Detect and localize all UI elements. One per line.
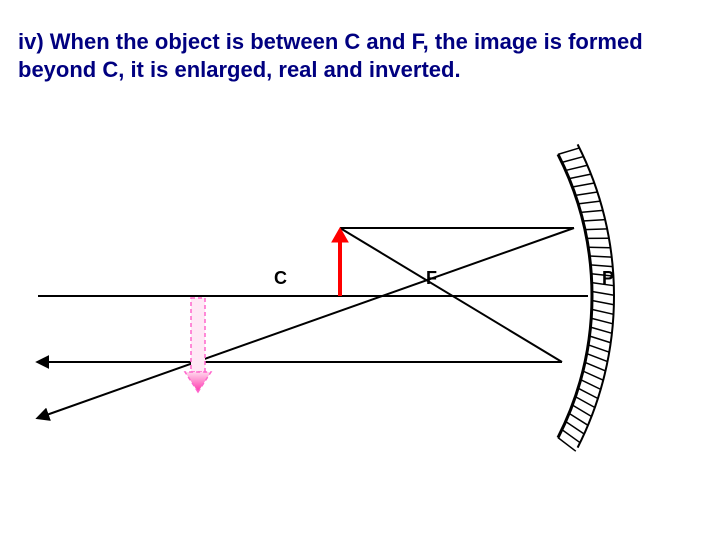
ray-1 bbox=[38, 228, 574, 418]
point-label-f: F bbox=[426, 268, 437, 289]
mirror-hatching bbox=[558, 148, 614, 451]
point-label-c: C bbox=[274, 268, 287, 289]
point-label-p: P bbox=[602, 268, 614, 289]
object-arrow bbox=[332, 228, 348, 296]
image-arrow bbox=[185, 298, 211, 392]
